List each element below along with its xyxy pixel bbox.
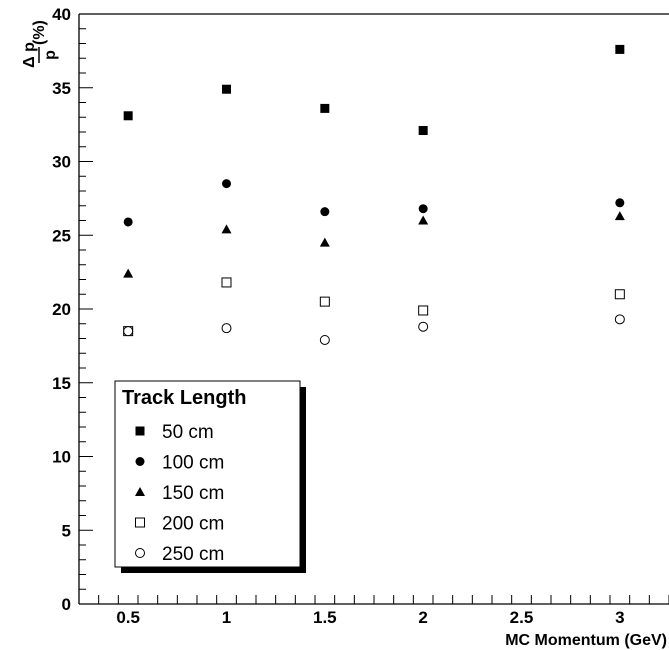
x-tick-label: 0.5	[116, 608, 140, 627]
data-point	[615, 44, 625, 54]
axis-ticks	[78, 13, 669, 605]
y-axis-title-denominator: p	[42, 50, 59, 60]
legend-marker	[135, 457, 145, 466]
y-axis-title-numerator: Δ p	[21, 42, 38, 68]
y-tick-label: 5	[62, 521, 71, 540]
legend-marker	[135, 487, 145, 496]
legend-label: 100 cm	[162, 453, 224, 474]
data-point	[418, 215, 429, 225]
data-point	[320, 207, 330, 217]
y-tick-label: 30	[52, 153, 71, 172]
y-axis-title: Δ p p (%)	[21, 20, 59, 68]
data-point	[221, 224, 232, 234]
data-point	[222, 179, 231, 189]
legend-label: 200 cm	[162, 514, 224, 535]
data-point	[614, 289, 625, 300]
data-point	[221, 277, 232, 288]
data-point	[123, 326, 134, 337]
data-point	[319, 237, 330, 247]
data-point	[319, 296, 330, 307]
x-tick-label: 1.5	[313, 608, 337, 627]
data-point	[418, 204, 428, 214]
legend-marker	[135, 517, 145, 528]
legend-label: 250 cm	[162, 544, 224, 565]
x-axis-title: MC Momentum (GeV)	[505, 632, 667, 649]
tick-labels: 0 5 10 15 20 25 30 35 40 0.5 1 1.5 2 2.5 3	[52, 5, 624, 627]
x-tick-label: 2.5	[510, 608, 534, 627]
data-point	[123, 217, 133, 227]
data-point	[418, 126, 428, 136]
data-point	[221, 323, 232, 334]
x-tick-label: 2	[418, 608, 427, 627]
y-tick-label: 0	[62, 595, 71, 614]
x-tick-label: 1	[222, 608, 231, 627]
y-tick-label: 15	[52, 374, 71, 393]
legend-marker	[135, 548, 145, 558]
legend-marker	[135, 426, 145, 436]
data-point	[123, 111, 133, 121]
y-tick-label: 20	[52, 300, 71, 319]
y-tick-label: 40	[52, 5, 71, 24]
data-point	[418, 305, 429, 316]
legend-title: Track Length	[122, 387, 246, 409]
legend-label: 50 cm	[162, 422, 214, 443]
y-tick-label: 10	[52, 448, 71, 467]
legend-box	[114, 380, 301, 568]
data-point	[319, 334, 330, 345]
y-tick-label: 25	[52, 226, 71, 245]
data-point	[123, 268, 134, 278]
data-point	[614, 211, 625, 221]
x-tick-label: 3	[615, 608, 624, 627]
data-point	[418, 321, 429, 332]
legend-entries: 50 cm 100 cm 150 cm 200 cm 250 cm	[135, 422, 224, 565]
data-point	[222, 84, 231, 94]
data-point	[614, 314, 625, 325]
legend-label: 150 cm	[162, 483, 224, 504]
data-point	[615, 198, 625, 208]
legend: Track Length 50 cm 100 cm 150 cm 200 cm 250 …	[114, 380, 306, 573]
data-markers	[123, 44, 625, 345]
y-axis-title-suffix: (%)	[31, 20, 48, 45]
data-point	[320, 103, 330, 113]
y-tick-label: 35	[52, 79, 71, 98]
